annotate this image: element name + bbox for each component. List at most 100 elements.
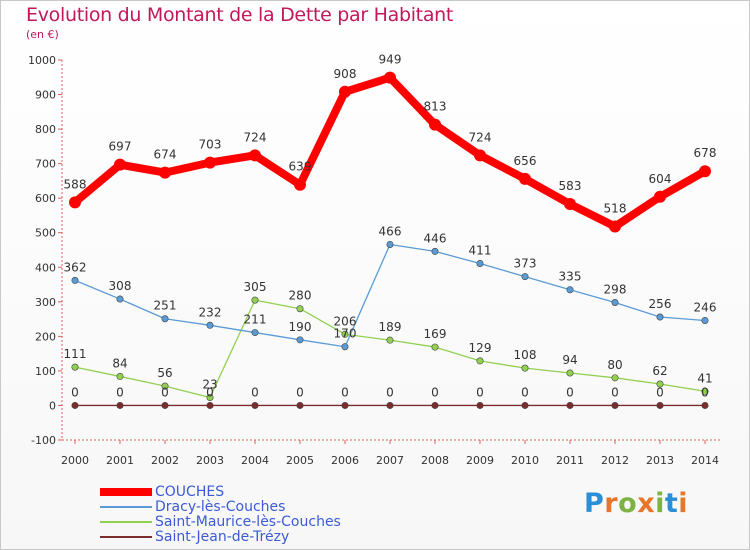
y-tick-label: 700 bbox=[35, 158, 56, 171]
data-point bbox=[654, 190, 666, 203]
data-label: 189 bbox=[379, 320, 402, 334]
data-label: 94 bbox=[562, 353, 577, 367]
data-point bbox=[161, 401, 169, 409]
brand-letter: t bbox=[664, 488, 679, 519]
legend-item: COUCHES bbox=[100, 483, 341, 500]
data-point bbox=[656, 380, 664, 388]
legend-label: Saint-Maurice-lès-Couches bbox=[155, 513, 341, 530]
data-label: 111 bbox=[64, 347, 87, 361]
chart-subtitle: (en €) bbox=[26, 28, 59, 41]
legend-swatch bbox=[100, 520, 152, 523]
y-tick-label: 200 bbox=[35, 330, 56, 343]
data-point bbox=[341, 330, 349, 338]
x-tick-label: 2009 bbox=[466, 454, 494, 467]
data-label: 23 bbox=[202, 378, 217, 392]
data-point bbox=[701, 387, 709, 395]
legend-item: Saint-Maurice-lès-Couches bbox=[100, 513, 341, 530]
brand-letter: r bbox=[604, 488, 619, 519]
brand-letter: P bbox=[584, 488, 605, 519]
y-tick-label: 300 bbox=[35, 296, 56, 309]
data-point bbox=[251, 296, 259, 304]
legend-swatch bbox=[100, 487, 152, 496]
data-point bbox=[159, 166, 171, 179]
y-tick-label: 400 bbox=[35, 261, 56, 274]
data-point bbox=[251, 329, 259, 337]
data-point bbox=[611, 374, 619, 382]
x-tick-label: 2003 bbox=[196, 454, 224, 467]
data-label: 0 bbox=[296, 385, 304, 399]
data-point bbox=[564, 198, 576, 211]
data-point bbox=[431, 401, 439, 409]
legend-label: COUCHES bbox=[155, 483, 225, 500]
data-label: 190 bbox=[289, 320, 312, 334]
data-label: 813 bbox=[424, 100, 447, 114]
y-tick-label: 600 bbox=[35, 192, 56, 205]
x-tick-label: 2011 bbox=[556, 454, 584, 467]
data-point bbox=[474, 149, 486, 162]
data-point bbox=[296, 305, 304, 313]
data-point bbox=[521, 364, 529, 372]
data-label: 724 bbox=[244, 130, 267, 144]
data-label: 411 bbox=[469, 243, 492, 257]
data-point bbox=[296, 401, 304, 409]
data-label: 0 bbox=[206, 385, 214, 399]
brand-logo: Proxiti bbox=[584, 488, 688, 519]
data-label: 678 bbox=[694, 146, 717, 160]
data-label: 256 bbox=[649, 297, 672, 311]
x-tick-label: 2004 bbox=[241, 454, 269, 467]
x-tick-label: 2007 bbox=[376, 454, 404, 467]
data-label: 0 bbox=[611, 385, 619, 399]
data-label: 949 bbox=[379, 53, 402, 67]
data-point bbox=[656, 313, 664, 321]
data-point bbox=[566, 286, 574, 294]
data-label: 697 bbox=[109, 140, 132, 154]
data-point bbox=[429, 118, 441, 131]
legend-swatch bbox=[100, 535, 152, 538]
data-label: 518 bbox=[604, 202, 627, 216]
legend: COUCHES Dracy-lès-Couches Saint-Maurice-lè… bbox=[100, 483, 341, 545]
data-label: 588 bbox=[64, 177, 87, 191]
data-label: 362 bbox=[64, 260, 87, 274]
data-point bbox=[69, 196, 81, 209]
data-label: 0 bbox=[71, 385, 79, 399]
y-tick-label: 500 bbox=[35, 227, 56, 240]
data-point bbox=[431, 247, 439, 255]
data-label: 373 bbox=[514, 257, 537, 271]
data-point bbox=[566, 369, 574, 377]
data-label: 246 bbox=[694, 300, 717, 314]
x-tick-label: 2002 bbox=[151, 454, 179, 467]
series-line-2 bbox=[74, 299, 706, 399]
data-label: 446 bbox=[424, 231, 447, 245]
data-label: 0 bbox=[251, 385, 259, 399]
x-tick-label: 2012 bbox=[601, 454, 629, 467]
legend-label: Saint-Jean-de-Trézy bbox=[155, 528, 290, 545]
data-point bbox=[294, 178, 306, 191]
data-point bbox=[341, 401, 349, 409]
data-point bbox=[699, 165, 711, 178]
data-label: 232 bbox=[199, 305, 222, 319]
data-label: 0 bbox=[386, 385, 394, 399]
data-point bbox=[71, 276, 79, 284]
data-point bbox=[386, 401, 394, 409]
x-tick-label: 2013 bbox=[646, 454, 674, 467]
brand-letter: i bbox=[655, 488, 665, 519]
y-tick-label: 900 bbox=[35, 89, 56, 102]
data-point bbox=[384, 71, 396, 84]
legend-label: Dracy-lès-Couches bbox=[155, 498, 286, 515]
data-point bbox=[206, 394, 214, 402]
data-point bbox=[341, 343, 349, 351]
data-point bbox=[249, 149, 261, 162]
data-label: 0 bbox=[566, 385, 574, 399]
data-label: 908 bbox=[334, 67, 357, 81]
data-point bbox=[431, 343, 439, 351]
data-point bbox=[566, 401, 574, 409]
data-point bbox=[116, 372, 124, 380]
data-point bbox=[701, 401, 709, 409]
data-label: 169 bbox=[424, 327, 447, 341]
data-label: 0 bbox=[431, 385, 439, 399]
data-label: 335 bbox=[559, 270, 582, 284]
data-point bbox=[296, 336, 304, 344]
y-tick-label: 0 bbox=[49, 399, 56, 412]
legend-swatch bbox=[100, 505, 152, 508]
